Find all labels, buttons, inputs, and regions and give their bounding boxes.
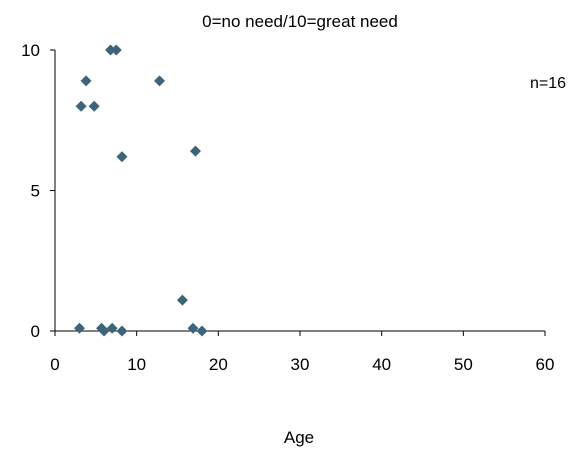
data-point — [116, 325, 128, 337]
x-tick-label: 50 — [454, 355, 473, 374]
x-tick-label: 0 — [50, 355, 59, 374]
tick-labels: 0 10 20 30 40 50 60 0 5 10 — [21, 41, 554, 374]
x-tick-label: 40 — [372, 355, 391, 374]
data-point — [187, 322, 199, 334]
axes — [50, 49, 546, 336]
data-points — [74, 44, 208, 337]
x-tick-label: 10 — [127, 355, 146, 374]
x-tick-label: 60 — [536, 355, 555, 374]
data-point — [74, 322, 85, 334]
data-point — [106, 322, 118, 334]
x-tick-label: 30 — [291, 355, 310, 374]
data-point — [110, 44, 122, 56]
data-point — [80, 75, 92, 87]
data-point — [88, 100, 100, 112]
data-point — [116, 151, 128, 163]
data-point — [75, 100, 87, 112]
y-tick-label: 5 — [31, 182, 40, 201]
y-tick-label: 0 — [31, 322, 40, 341]
data-point — [105, 44, 117, 56]
x-tick-label: 20 — [209, 355, 228, 374]
x-axis-label: Age — [284, 428, 314, 447]
data-point — [189, 145, 201, 157]
data-point — [196, 325, 208, 337]
data-point — [154, 75, 166, 87]
data-point — [176, 294, 188, 306]
chart-title: 0=no need/10=great need — [202, 12, 398, 31]
sample-size-annotation: n=16 — [530, 75, 566, 92]
y-tick-label: 10 — [21, 41, 40, 60]
